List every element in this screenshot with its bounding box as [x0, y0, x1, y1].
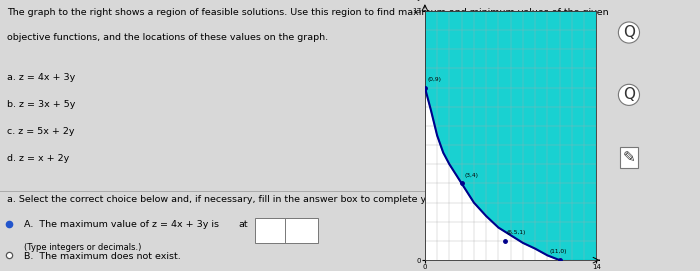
Text: A.  The maximum value of z = 4x + 3y is: A. The maximum value of z = 4x + 3y is: [24, 220, 219, 229]
Text: c. z = 5x + 2y: c. z = 5x + 2y: [7, 127, 74, 136]
Text: B.  The maximum does not exist.: B. The maximum does not exist.: [24, 252, 181, 261]
Text: (6.5,1): (6.5,1): [507, 230, 526, 235]
Text: ✎: ✎: [622, 150, 636, 165]
Text: d. z = x + 2y: d. z = x + 2y: [7, 154, 69, 163]
FancyBboxPatch shape: [255, 218, 288, 243]
Text: y: y: [416, 0, 421, 1]
Text: objective functions, and the locations of these values on the graph.: objective functions, and the locations o…: [7, 33, 328, 41]
Polygon shape: [425, 11, 596, 260]
FancyBboxPatch shape: [285, 218, 318, 243]
Text: (Type integers or decimals.): (Type integers or decimals.): [24, 243, 141, 251]
Text: a. z = 4x + 3y: a. z = 4x + 3y: [7, 73, 75, 82]
Text: (11,0): (11,0): [550, 249, 567, 254]
Text: b. z = 3x + 5y: b. z = 3x + 5y: [7, 100, 75, 109]
Text: a. Select the correct choice below and, if necessary, fill in the answer box to : a. Select the correct choice below and, …: [7, 195, 478, 204]
Text: Q: Q: [623, 87, 635, 102]
Text: Q: Q: [623, 25, 635, 40]
Text: (0,9): (0,9): [427, 77, 441, 82]
Text: (3,4): (3,4): [464, 173, 478, 178]
Text: at: at: [238, 220, 248, 229]
Text: The graph to the right shows a region of feasible solutions. Use this region to : The graph to the right shows a region of…: [7, 8, 608, 17]
